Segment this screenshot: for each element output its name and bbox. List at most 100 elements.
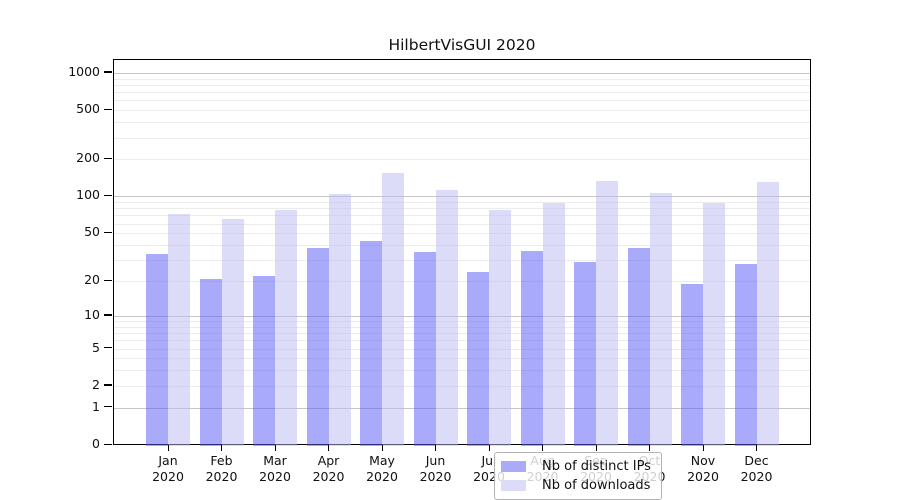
legend-label: Nb of distinct IPs — [542, 459, 651, 474]
y-gridline-minor — [114, 321, 810, 322]
y-gridline-major — [114, 315, 810, 317]
x-tick — [488, 445, 490, 451]
y-gridline-minor — [114, 281, 810, 283]
y-gridline-minor — [114, 208, 810, 210]
y-gridline-minor — [114, 159, 810, 161]
y-gridline-minor — [114, 370, 810, 372]
y-gridline-minor — [114, 202, 810, 204]
y-gridline-minor — [114, 358, 810, 360]
x-tick-label: Nov 2020 — [687, 453, 719, 484]
x-tick-label: Jun 2020 — [419, 453, 452, 484]
bar-downloads — [596, 181, 618, 446]
bar-distinct-ips — [253, 276, 275, 446]
x-tick — [221, 445, 223, 451]
bar-downloads — [703, 203, 725, 446]
x-tick-label: Mar 2020 — [259, 453, 291, 484]
bar-distinct-ips — [627, 247, 650, 446]
y-gridline-minor — [114, 348, 810, 350]
y-tick — [104, 108, 112, 110]
y-gridline-minor — [114, 233, 810, 235]
x-tick-label: Feb 2020 — [205, 453, 238, 484]
y-tick — [104, 279, 112, 281]
bar-downloads — [649, 192, 672, 446]
x-tick — [702, 445, 704, 451]
x-tick-label: Apr 2020 — [312, 453, 345, 484]
legend: Nb of distinct IPs Nb of downloads — [494, 452, 662, 500]
bar-distinct-ips — [199, 278, 222, 446]
bar-distinct-ips — [413, 252, 436, 446]
bar-downloads — [328, 193, 351, 446]
bar-distinct-ips — [306, 247, 329, 446]
y-tick-label: 1 — [92, 398, 100, 414]
x-tick-label: May 2020 — [366, 453, 398, 484]
x-tick — [756, 445, 758, 451]
x-tick — [328, 445, 330, 451]
bar-downloads — [275, 209, 297, 446]
y-gridline-minor — [114, 245, 810, 246]
x-tick — [542, 445, 544, 451]
y-tick-label: 1000 — [68, 63, 100, 79]
y-tick-label: 500 — [76, 101, 100, 117]
legend-item-downloads: Nb of downloads — [501, 478, 653, 493]
x-tick — [649, 445, 651, 451]
x-tick-label: Jan 2020 — [152, 453, 184, 484]
y-gridline-minor — [114, 223, 810, 225]
y-tick-label: 0 — [92, 436, 100, 451]
bar-downloads — [221, 219, 244, 446]
y-gridline-minor — [114, 92, 810, 94]
downloads-swatch — [501, 480, 526, 491]
legend-label: Nb of downloads — [542, 478, 651, 493]
y-tick-label: 50 — [84, 224, 100, 240]
bar-distinct-ips — [734, 263, 757, 446]
x-tick — [435, 445, 437, 451]
x-tick — [274, 445, 276, 451]
x-tick-label: Dec 2020 — [740, 453, 773, 484]
x-tick — [381, 445, 383, 451]
y-tick — [104, 194, 112, 197]
y-tick-label: 2 — [92, 376, 100, 392]
y-tick-label: 5 — [92, 339, 100, 355]
bar-downloads — [382, 173, 404, 446]
legend-item-distinct-ips: Nb of distinct IPs — [501, 459, 653, 474]
bar-distinct-ips — [360, 241, 382, 446]
bar-downloads — [756, 182, 779, 446]
y-gridline-minor — [114, 137, 810, 139]
bar-downloads — [542, 202, 565, 446]
bar-downloads — [168, 213, 190, 446]
y-tick-label: 100 — [76, 187, 100, 203]
y-tick — [104, 231, 112, 233]
y-gridline-minor — [114, 78, 810, 80]
y-tick-label: 10 — [84, 306, 100, 322]
y-tick — [104, 384, 112, 386]
y-tick-label: 200 — [76, 150, 100, 166]
y-gridline-minor — [114, 122, 810, 124]
y-gridline-major — [114, 196, 810, 198]
distinct-ips-swatch — [501, 461, 526, 472]
y-tick — [104, 347, 112, 349]
y-gridline-minor — [114, 385, 810, 387]
bar-distinct-ips — [520, 250, 543, 446]
bar-distinct-ips — [681, 283, 703, 446]
bar-distinct-ips — [146, 253, 168, 446]
y-tick — [104, 314, 112, 316]
y-gridline-minor — [114, 110, 810, 112]
bar-downloads — [435, 189, 458, 446]
y-gridline-minor — [114, 260, 810, 262]
y-gridline-minor — [114, 100, 810, 102]
y-gridline-minor — [114, 333, 810, 335]
chart-title: HilbertVisGUI 2020 — [388, 36, 536, 54]
x-tick — [595, 445, 597, 451]
plot-area: Jan 2020 Feb 2020 Mar 2020 Apr 2020 May 2020 Jun 20… — [113, 59, 811, 500]
x-tick — [167, 445, 169, 451]
y-gridline-major — [114, 407, 810, 409]
y-tick — [104, 71, 112, 73]
y-tick-label: 20 — [84, 272, 100, 288]
bar-distinct-ips — [467, 271, 489, 446]
y-gridline-minor — [114, 326, 810, 328]
bar-distinct-ips — [574, 261, 596, 446]
y-tick — [104, 406, 112, 408]
y-gridline-minor — [114, 84, 810, 86]
y-gridline-minor — [114, 215, 810, 217]
bar-downloads — [489, 209, 511, 446]
